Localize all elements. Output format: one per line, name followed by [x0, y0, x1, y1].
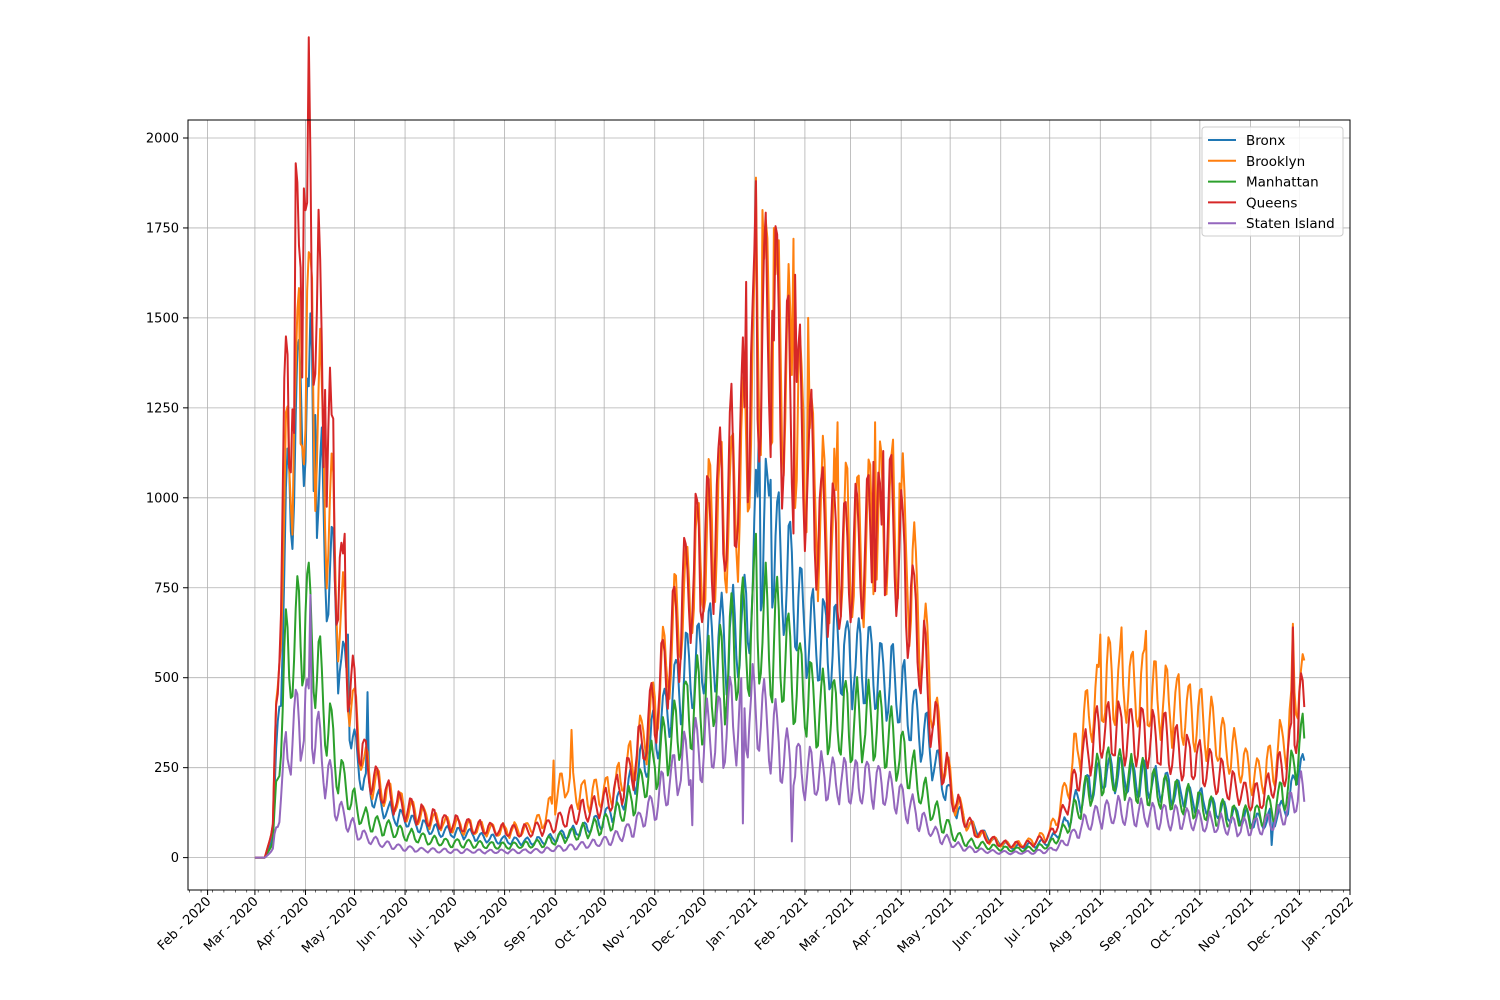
y-tick-label: 1500: [146, 311, 179, 326]
series-line-queens: [254, 36, 1306, 859]
y-tick-label: 250: [154, 761, 179, 776]
legend-label: Staten Island: [1246, 216, 1335, 232]
plot-area-frame: [187, 119, 1351, 891]
legend-label: Queens: [1246, 195, 1297, 211]
legend: Bronx Brooklyn Manhattan Queens Staten Islan…: [1201, 126, 1344, 237]
x-tick-label: Jul - 2020: [406, 894, 461, 949]
x-tick-label: Jan - 2022: [1299, 894, 1357, 952]
y-tick-label: 2000: [146, 131, 179, 146]
series-lines: [254, 36, 1306, 859]
series-line-manhattan: [254, 532, 1306, 859]
x-tick-label: Jun - 2020: [354, 894, 412, 952]
y-tick-label: 750: [154, 581, 179, 596]
y-tick-label: 1250: [146, 401, 179, 416]
legend-label: Manhattan: [1246, 175, 1319, 191]
y-tick-label: 1750: [146, 221, 179, 236]
legend-label: Brooklyn: [1246, 154, 1305, 170]
legend-label: Bronx: [1246, 133, 1285, 149]
grid: [188, 120, 1351, 890]
y-tick-label: 500: [154, 671, 179, 686]
series-line-bronx: [254, 312, 1306, 859]
x-tick-label: Jun - 2021: [949, 894, 1007, 952]
series-line-brooklyn: [254, 176, 1306, 859]
y-tick-label: 1000: [146, 491, 179, 506]
x-tick-label: Sep - 2020: [502, 894, 562, 954]
x-tick-label: Sep - 2021: [1097, 894, 1157, 954]
y-tick-label: 0: [171, 851, 179, 866]
y-axis: 0 250 500 750 1000 1250 1500 1750 2000: [146, 131, 188, 866]
legend-box: [1201, 126, 1344, 237]
x-tick-label: Jul - 2021: [1002, 894, 1057, 949]
series-line-staten-island: [254, 593, 1306, 859]
